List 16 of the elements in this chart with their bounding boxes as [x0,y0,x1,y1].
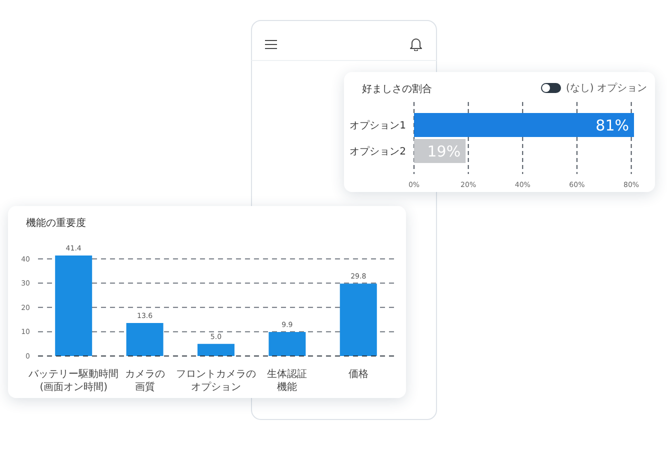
x-tick-label: フロントカメラのオプション [176,369,256,393]
chart-title: 機能の重要度 [26,216,86,230]
bar [55,255,92,356]
x-tick-label: 価格 [348,368,368,380]
x-tick-label: 生体認証機能 [267,368,308,393]
text: (なし) オプション [566,82,647,95]
y-tick-label: オプション2 [350,146,406,158]
bar [197,344,234,356]
data-label: 81% [596,116,629,134]
x-tick-label: カメラの画質 [124,369,165,393]
bar [268,332,306,356]
y-tick-label: オプション1 [350,120,406,132]
x-tick-label: バッテリー駆動時間(画面オン時間) [28,368,119,393]
bar [126,322,164,356]
chart-title: 好ましさの割合 [362,82,432,96]
bar [340,284,377,356]
